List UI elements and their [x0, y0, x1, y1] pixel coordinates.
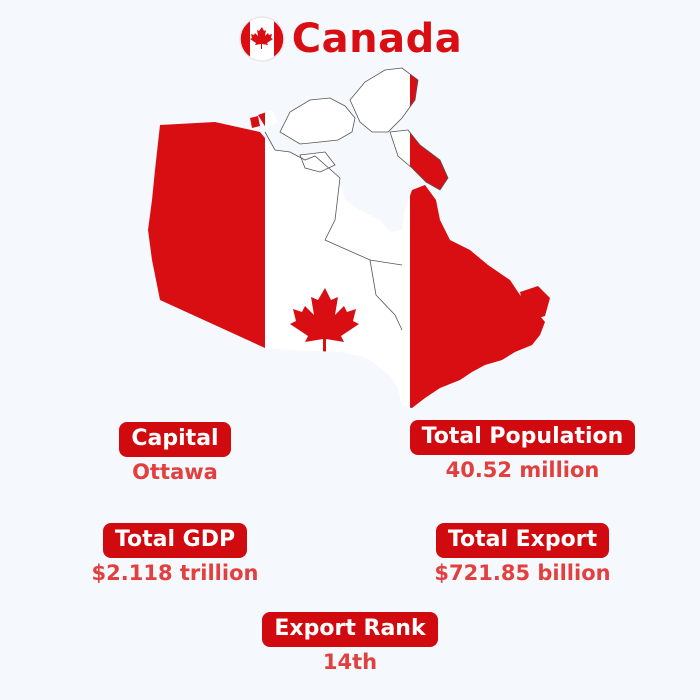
header: Canada	[0, 8, 700, 70]
stat-population: Total Population 40.52 million	[380, 420, 665, 482]
capital-value: Ottawa	[132, 460, 218, 485]
export-rank-value: 14th	[322, 650, 378, 675]
population-label: Total Population	[409, 420, 636, 456]
export-value: $721.85 billion	[434, 561, 611, 586]
gdp-value: $2.118 trillion	[91, 561, 259, 586]
gdp-label: Total GDP	[102, 523, 248, 559]
stat-export: Total Export $721.85 billion	[405, 523, 640, 585]
canada-flag-icon	[239, 16, 285, 62]
stat-capital: Capital Ottawa	[70, 422, 280, 484]
capital-label: Capital	[119, 422, 231, 458]
canada-map-flag-icon	[148, 67, 550, 408]
export-rank-label: Export Rank	[262, 612, 438, 648]
export-label: Total Export	[435, 523, 610, 559]
stat-gdp: Total GDP $2.118 trillion	[60, 523, 290, 585]
stat-export-rank: Export Rank 14th	[230, 612, 470, 674]
population-value: 40.52 million	[445, 458, 600, 483]
page-title: Canada	[291, 16, 463, 62]
